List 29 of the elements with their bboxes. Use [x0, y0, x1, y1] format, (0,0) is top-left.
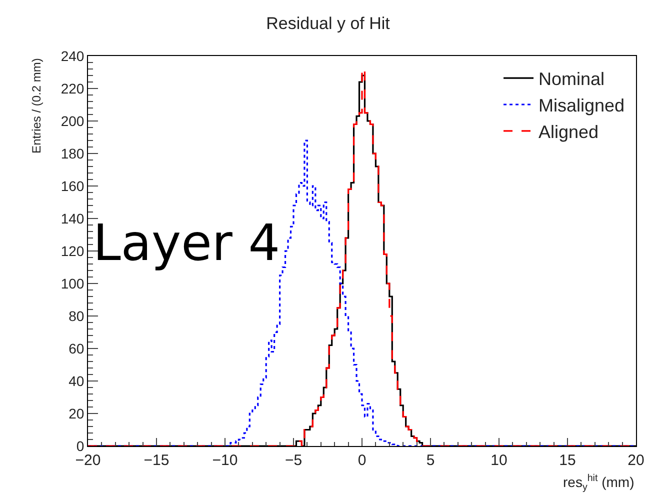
x-tick-label: −10	[212, 452, 238, 469]
legend-label: Aligned	[538, 122, 599, 142]
annotation: Layer 4	[93, 214, 280, 272]
y-tick-label: 40	[68, 372, 84, 389]
legend-label: Nominal	[538, 69, 605, 90]
y-tick-label: 160	[60, 178, 84, 194]
x-tick-label: 10	[490, 452, 508, 469]
y-tick-label: 120	[60, 242, 84, 259]
x-tick-label: −15	[144, 452, 170, 469]
y-tick-label: 220	[60, 80, 84, 96]
x-tick-label: 0	[358, 452, 366, 469]
x-tick-label: −5	[284, 452, 302, 469]
y-tick-label: 180	[60, 145, 84, 162]
y-tick-label: 140	[60, 210, 84, 226]
y-tick-label: 200	[60, 112, 84, 129]
y-tick-label: 100	[60, 275, 84, 292]
x-tick-label: 20	[628, 452, 644, 469]
y-tick-label: 80	[68, 308, 84, 324]
y-tick-label: 0	[76, 438, 84, 454]
x-axis-title: res$_{y}$$^{hit}$ (mm)	[563, 473, 634, 493]
x-tick-label: 15	[559, 452, 576, 469]
y-axis-title: Entries / (0.2 mm)	[29, 58, 44, 154]
y-tick-label: 240	[60, 48, 84, 64]
x-tick-label: −20	[75, 452, 101, 469]
x-tick-label: 5	[426, 452, 435, 469]
y-tick-label: 20	[68, 405, 84, 422]
legend-label: Misaligned	[538, 96, 625, 116]
chart-title: Residual y of Hit	[266, 14, 390, 34]
y-tick-label: 60	[68, 340, 84, 356]
